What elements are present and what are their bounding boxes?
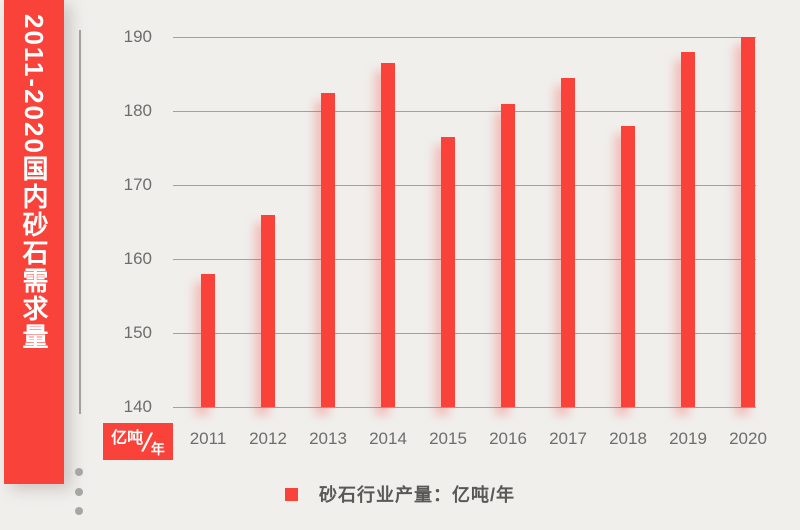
y-tick-label-150: 150 [123,323,152,342]
bar-2013 [321,92,335,407]
legend-marker-square [285,487,298,501]
y-tick-label-140: 140 [123,397,152,416]
x-tick-label-2019: 2019 [669,429,707,448]
x-tick-label-2015: 2015 [429,429,467,448]
bar-2012 [261,214,275,407]
y-axis-labels: 140 150 160 170 180 190 [96,27,152,416]
x-axis-labels: 2011 2012 2013 2014 2015 2016 2017 2018 2019 2020 [173,429,767,453]
x-tick-label-2018: 2018 [609,429,647,448]
x-tick-label-2020: 2020 [729,429,767,448]
bar-2017 [561,77,575,407]
chart-title: 2011-2020国内砂石需求量 [19,14,49,351]
decor-dot [75,468,83,476]
decor-dot [75,487,83,496]
y-tick-label-180: 180 [123,101,152,120]
x-tick-label-2017: 2017 [549,429,587,448]
legend: 砂石行业产量：亿吨/年 [0,483,800,505]
legend-label: 砂石行业产量：亿吨/年 [319,485,515,505]
gridline-190 [173,37,756,38]
y-tick-label-160: 160 [123,249,152,268]
title-banner: 2011-2020国内砂石需求量 [4,0,64,484]
decor-dot [75,507,83,515]
x-tick-label-2016: 2016 [489,429,527,448]
y-axis-unit-badge: 亿吨 / 年 [103,423,173,460]
unit-denominator: 年 [150,440,165,457]
x-tick-label-2013: 2013 [309,429,347,448]
bar-2019 [681,51,695,407]
y-tick-label-190: 190 [123,27,152,46]
bar-2015 [441,136,455,407]
plot-area [173,37,756,408]
y-tick-label-170: 170 [123,175,152,194]
x-tick-label-2011: 2011 [189,429,227,448]
gridline-140 [173,407,756,408]
unit-numerator: 亿吨 [111,429,144,447]
gridline-150 [173,333,756,334]
bar-2011 [201,273,215,407]
gridline-170 [173,185,756,186]
axis-separator-line [79,30,81,414]
x-tick-label-2012: 2012 [249,429,287,448]
x-tick-label-2014: 2014 [369,429,407,448]
bar-2014 [381,62,395,407]
bar-2020 [741,37,755,407]
bar-2016 [501,103,515,407]
gridline-180 [173,111,756,112]
gridline-160 [173,259,756,260]
bar-2018 [621,125,635,407]
